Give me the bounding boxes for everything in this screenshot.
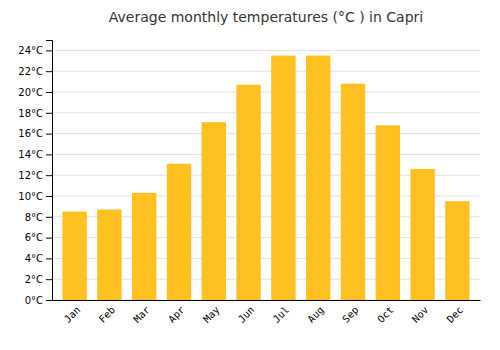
y-tick: 12°C bbox=[18, 170, 52, 181]
x-axis: Jan Feb Mar Apr May Jun Jul Aug Sep Oct Nov Dec bbox=[53, 301, 481, 325]
grid-line bbox=[52, 154, 480, 155]
x-tick-label: Jan bbox=[62, 304, 83, 325]
bars bbox=[62, 56, 469, 300]
x-tick-label: Apr bbox=[166, 304, 187, 325]
x-axis-line bbox=[53, 300, 481, 301]
grid-line bbox=[52, 112, 480, 113]
bar bbox=[306, 56, 330, 300]
y-tick-label: 16°C bbox=[18, 128, 43, 139]
chart-container: 0°C 2°C 4°C 6°C 8°C 10°C 12°C 14°C 16°C 18°C 20°C 2… bbox=[0, 0, 500, 350]
y-tick-mark bbox=[46, 175, 52, 176]
y-tick-mark bbox=[46, 238, 52, 239]
y-tick: 20°C bbox=[18, 87, 52, 98]
x-tick-label: Jun bbox=[236, 304, 257, 325]
y-tick-mark bbox=[46, 154, 52, 155]
y-tick-label: 6°C bbox=[25, 232, 43, 243]
y-tick-mark bbox=[46, 50, 52, 51]
y-tick: 10°C bbox=[18, 191, 52, 202]
y-tick: 22°C bbox=[18, 66, 52, 77]
x-tick-label: Nov bbox=[410, 304, 431, 325]
bar bbox=[341, 84, 365, 300]
bar bbox=[445, 201, 469, 300]
grid-line bbox=[52, 133, 480, 134]
bar bbox=[62, 212, 86, 300]
y-tick-label: 10°C bbox=[18, 191, 43, 202]
x-tick: Mar bbox=[131, 304, 152, 325]
y-tick: 6°C bbox=[25, 232, 52, 243]
x-tick: Jul bbox=[271, 304, 292, 325]
chart-svg: 0°C 2°C 4°C 6°C 8°C 10°C 12°C 14°C 16°C 18°C 20°C 2… bbox=[0, 0, 500, 350]
x-tick: Nov bbox=[410, 304, 431, 325]
y-tick-label: 2°C bbox=[25, 274, 43, 285]
y-tick-mark bbox=[46, 300, 52, 301]
y-tick: 8°C bbox=[25, 212, 52, 223]
x-tick-label: Dec bbox=[445, 304, 466, 325]
grid bbox=[52, 50, 480, 300]
y-tick-mark bbox=[46, 196, 52, 197]
x-tick: Dec bbox=[445, 304, 466, 325]
y-tick-mark bbox=[46, 258, 52, 259]
y-tick-mark bbox=[46, 92, 52, 93]
x-tick: Feb bbox=[97, 304, 118, 325]
plot-area: 0°C 2°C 4°C 6°C 8°C 10°C 12°C 14°C 16°C 18°C 20°C 2… bbox=[18, 41, 480, 325]
y-tick-mark bbox=[46, 217, 52, 218]
y-tick-label: 0°C bbox=[25, 295, 43, 306]
y-tick-label: 8°C bbox=[25, 212, 43, 223]
y-tick-label: 12°C bbox=[18, 170, 43, 181]
y-tick: 24°C bbox=[18, 45, 52, 56]
x-tick: Jan bbox=[62, 304, 83, 325]
grid-line bbox=[52, 71, 480, 72]
bar bbox=[376, 125, 400, 300]
y-tick-label: 20°C bbox=[18, 87, 43, 98]
y-tick-label: 4°C bbox=[25, 253, 43, 264]
x-tick-label: Sep bbox=[340, 304, 361, 325]
x-tick-label: Oct bbox=[375, 304, 396, 325]
x-tick: Aug bbox=[305, 304, 326, 325]
y-axis-line bbox=[46, 41, 53, 301]
x-tick-label: May bbox=[201, 304, 222, 325]
y-tick-mark bbox=[46, 279, 52, 280]
y-tick-mark bbox=[46, 113, 52, 114]
y-axis: 0°C 2°C 4°C 6°C 8°C 10°C 12°C 14°C 16°C 18°C 20°C 2… bbox=[18, 41, 52, 306]
bar bbox=[97, 210, 121, 300]
x-tick-label: Mar bbox=[131, 304, 152, 325]
bar bbox=[132, 193, 156, 300]
x-tick-label: Feb bbox=[97, 304, 118, 325]
y-tick: 4°C bbox=[25, 253, 52, 264]
y-tick-mark bbox=[46, 71, 52, 72]
y-tick: 18°C bbox=[18, 108, 52, 119]
y-tick-label: 14°C bbox=[18, 149, 43, 160]
y-tick: 2°C bbox=[25, 274, 52, 285]
grid-line bbox=[52, 50, 480, 51]
x-tick: Jun bbox=[236, 304, 257, 325]
y-tick-label: 24°C bbox=[18, 45, 43, 56]
bar bbox=[271, 56, 295, 300]
bar bbox=[236, 85, 260, 300]
bar bbox=[410, 169, 434, 300]
grid-line bbox=[52, 92, 480, 93]
x-tick-label: Aug bbox=[305, 304, 326, 325]
y-tick-label: 22°C bbox=[18, 66, 43, 77]
x-tick: Oct bbox=[375, 304, 396, 325]
title: Average monthly temperatures (°C ) in Ca… bbox=[109, 9, 423, 25]
y-tick-mark bbox=[46, 134, 52, 135]
x-tick: Sep bbox=[340, 304, 361, 325]
y-tick: 16°C bbox=[18, 128, 52, 139]
x-tick: May bbox=[201, 304, 222, 325]
x-tick: Apr bbox=[166, 304, 187, 325]
bar bbox=[167, 164, 191, 300]
bar bbox=[202, 122, 226, 300]
y-tick: 14°C bbox=[18, 149, 52, 160]
x-tick-label: Jul bbox=[271, 304, 292, 325]
y-tick-label: 18°C bbox=[18, 108, 43, 119]
y-tick: 0°C bbox=[25, 295, 52, 306]
